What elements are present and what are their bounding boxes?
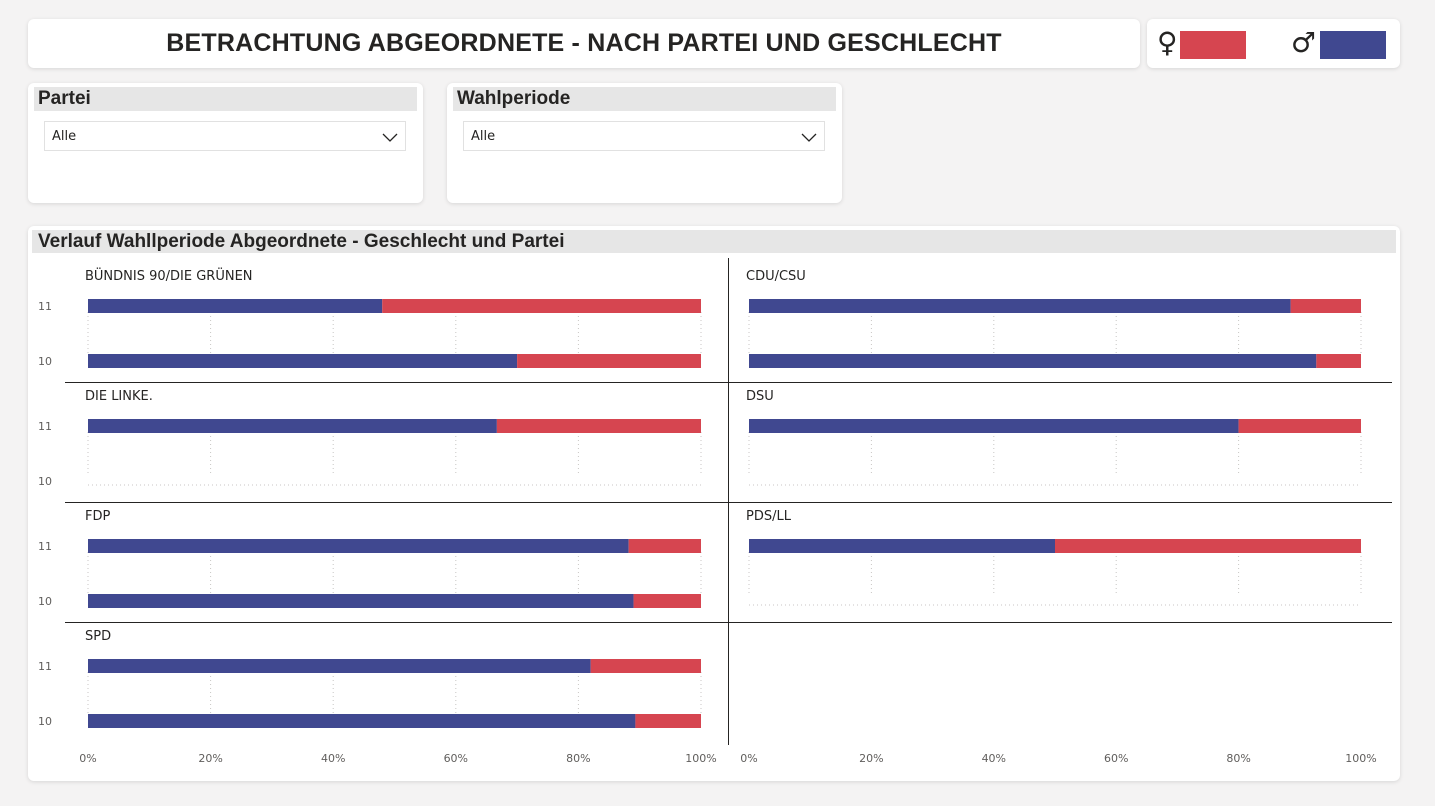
bar-female <box>1290 299 1361 313</box>
title-card: BETRACHTUNG ABGEORDNETE - NACH PARTEI UN… <box>28 19 1140 68</box>
bar-male <box>749 419 1239 433</box>
panel-title: SPD <box>85 629 111 644</box>
panel-title: DIE LINKE. <box>85 389 153 404</box>
bar-male <box>749 354 1317 368</box>
x-tick-label: 60% <box>444 752 468 765</box>
bar-male <box>749 299 1291 313</box>
partei-dropdown-value: Alle <box>52 129 77 144</box>
partei-dropdown[interactable]: Alle <box>44 121 406 151</box>
x-tick-label: 0% <box>740 752 757 765</box>
male-icon: ♂ <box>1291 26 1317 59</box>
wahlperiode-dropdown-value: Alle <box>471 129 496 144</box>
chevron-down-icon <box>382 133 398 142</box>
bar-female <box>382 299 701 313</box>
panel-title: FDP <box>85 509 110 524</box>
bar-male <box>88 714 636 728</box>
bar-male <box>88 659 591 673</box>
panel-title: DSU <box>746 389 774 404</box>
panel-title: BÜNDNIS 90/DIE GRÜNEN <box>85 267 253 284</box>
chevron-down-icon <box>801 133 817 142</box>
female-icon: ♀ <box>1157 26 1178 59</box>
x-tick-label: 80% <box>1226 752 1250 765</box>
bar-male <box>88 354 518 368</box>
bar-male <box>88 419 497 433</box>
bar-female <box>1316 354 1361 368</box>
bar-female <box>633 594 701 608</box>
bar-female <box>635 714 701 728</box>
panel-title: PDS/LL <box>746 509 792 524</box>
y-tick-label: 11 <box>38 420 52 433</box>
gender-legend: ♀ ♂ <box>1147 19 1400 68</box>
y-tick-label: 10 <box>38 355 52 368</box>
chart-title: Verlauf Wahllperiode Abgeordnete - Gesch… <box>32 230 1396 253</box>
panel-title: CDU/CSU <box>746 269 806 284</box>
x-tick-label: 100% <box>685 752 716 765</box>
wahlperiode-dropdown[interactable]: Alle <box>463 121 825 151</box>
wahlperiode-slicer: Wahlperiode Alle <box>447 83 842 203</box>
bar-female <box>1238 419 1361 433</box>
x-tick-label: 60% <box>1104 752 1128 765</box>
bar-male <box>88 539 629 553</box>
small-multiples-bar-chart: BÜNDNIS 90/DIE GRÜNEN 11 10 CDU/CSU DIE LINK… <box>38 258 1392 765</box>
x-tick-label: 80% <box>566 752 590 765</box>
y-tick-label: 11 <box>38 300 52 313</box>
y-tick-label: 10 <box>38 595 52 608</box>
x-tick-label: 40% <box>982 752 1006 765</box>
x-tick-label: 100% <box>1345 752 1376 765</box>
x-tick-label: 20% <box>198 752 222 765</box>
y-tick-label: 10 <box>38 475 52 488</box>
page-title: BETRACHTUNG ABGEORDNETE - NACH PARTEI UN… <box>166 29 1002 57</box>
chart-card: Verlauf Wahllperiode Abgeordnete - Gesch… <box>28 226 1400 781</box>
bar-male <box>88 299 383 313</box>
x-tick-label: 40% <box>321 752 345 765</box>
bar-male <box>88 594 634 608</box>
bar-female <box>496 419 701 433</box>
female-color-swatch <box>1180 31 1246 59</box>
y-tick-label: 10 <box>38 715 52 728</box>
partei-slicer-label: Partei <box>34 87 417 111</box>
partei-slicer: Partei Alle <box>28 83 423 203</box>
bar-male <box>749 539 1055 553</box>
bar-female <box>628 539 701 553</box>
bar-female <box>590 659 701 673</box>
male-color-swatch <box>1320 31 1386 59</box>
x-tick-label: 0% <box>79 752 96 765</box>
y-tick-label: 11 <box>38 660 52 673</box>
bar-female <box>1055 539 1361 553</box>
bar-female <box>517 354 701 368</box>
y-tick-label: 11 <box>38 540 52 553</box>
x-tick-label: 20% <box>859 752 883 765</box>
wahlperiode-slicer-label: Wahlperiode <box>453 87 836 111</box>
